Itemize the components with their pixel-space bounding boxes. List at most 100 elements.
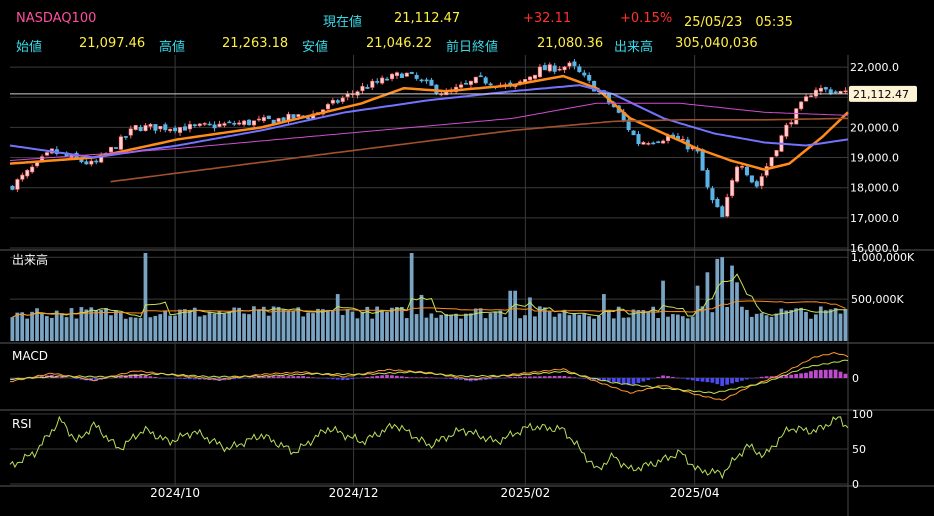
volume-bar xyxy=(207,311,212,341)
candle-body xyxy=(370,80,375,88)
candle-body xyxy=(306,117,311,120)
macd-hist-bar xyxy=(291,376,296,378)
candle-body xyxy=(123,136,128,138)
macd-hist-bar xyxy=(547,376,552,378)
macd-hist-bar xyxy=(252,377,256,378)
volume-bar xyxy=(380,310,384,341)
candle-body xyxy=(44,152,49,156)
volume-bar xyxy=(823,310,828,341)
volume-bar xyxy=(187,310,192,341)
candle-body xyxy=(404,72,409,77)
macd-hist-bar xyxy=(419,377,424,378)
candle-body xyxy=(118,136,123,150)
macd-hist-bar xyxy=(197,378,202,380)
macd-hist-bar xyxy=(360,377,365,379)
macd-hist-bar xyxy=(483,378,488,380)
volume-bar xyxy=(508,290,513,341)
candle-body xyxy=(390,73,395,80)
candle-body xyxy=(15,179,20,190)
macd-hist-bar xyxy=(390,375,394,378)
macd-hist-bar xyxy=(192,378,197,380)
volume-bar xyxy=(59,313,64,341)
macd-hist-bar xyxy=(503,377,508,379)
volume-bar xyxy=(646,311,651,341)
volume-bar xyxy=(518,318,522,341)
candle-body xyxy=(158,126,163,130)
candle-body xyxy=(823,87,828,90)
price-tick-label: 22,000.0 xyxy=(850,61,899,74)
macd-hist-bar xyxy=(271,376,276,378)
macd-hist-bar xyxy=(725,378,729,385)
volume-bar xyxy=(552,316,557,341)
macd-hist-bar xyxy=(493,378,498,379)
candle-body xyxy=(325,104,330,110)
macd-hist-bar xyxy=(636,378,641,383)
macd-hist-bar xyxy=(20,378,25,379)
volume-bar xyxy=(439,314,444,341)
rsi-panel-title: RSI xyxy=(12,417,32,431)
volume-bar xyxy=(513,290,518,341)
high-label: 高値 xyxy=(159,40,186,55)
candle-body xyxy=(109,146,114,153)
candle-body xyxy=(89,160,94,165)
macd-hist-bar xyxy=(823,369,828,378)
macd-hist-bar xyxy=(183,378,187,379)
volume-bar xyxy=(15,312,20,341)
volume-bar xyxy=(30,311,34,341)
macd-hist-bar xyxy=(64,377,69,379)
volume-bar xyxy=(809,318,813,341)
volume-bar xyxy=(528,297,532,341)
open-label: 始値 xyxy=(16,40,43,55)
candle-body xyxy=(720,206,725,218)
low-value: 21,046.22 xyxy=(366,36,433,51)
volume-bar xyxy=(537,306,542,341)
candle-body xyxy=(138,126,143,131)
candle-body xyxy=(636,134,641,145)
macd-hist-bar xyxy=(296,376,301,378)
prev-close-label: 前日終値 xyxy=(446,40,499,55)
volume-bar xyxy=(133,317,138,341)
volume-bar xyxy=(123,318,128,341)
volume-bar xyxy=(311,313,315,341)
candle-body xyxy=(242,120,247,125)
macd-hist-bar xyxy=(345,378,350,380)
macd-hist-bar xyxy=(434,377,439,379)
volume-bar xyxy=(744,309,749,341)
macd-hist-bar xyxy=(528,376,532,378)
macd-hist-bar xyxy=(54,375,59,378)
volume-bar xyxy=(365,306,370,341)
candle-body xyxy=(680,138,685,141)
volume-bar xyxy=(582,313,587,341)
volume-bar xyxy=(271,306,276,341)
candle-body xyxy=(197,123,202,126)
candle-body xyxy=(828,89,833,94)
candle-body xyxy=(488,83,493,86)
candle-body xyxy=(424,79,429,82)
macd-hist-bar xyxy=(769,376,774,378)
macd-hist-bar xyxy=(217,378,222,381)
macd-hist-bar xyxy=(710,378,715,383)
volume-bar xyxy=(444,314,449,341)
candle-body xyxy=(217,123,222,127)
macd-hist-bar xyxy=(424,377,429,378)
candle-body xyxy=(744,166,749,176)
macd-hist-bar xyxy=(651,378,656,379)
macd-hist-bar xyxy=(616,378,621,384)
current-label: 現在値 xyxy=(323,15,363,30)
volume-bar xyxy=(340,314,345,341)
macd-hist-bar xyxy=(404,376,409,378)
macd-hist-bar xyxy=(626,378,631,386)
macd-hist-bar xyxy=(695,378,700,382)
macd-hist-bar xyxy=(661,375,665,378)
macd-hist-bar xyxy=(261,376,266,378)
volume-bar xyxy=(641,310,646,341)
change-value: +32.11 xyxy=(523,11,572,26)
macd-hist-bar xyxy=(813,370,818,378)
candle-body xyxy=(94,160,99,163)
macd-hist-bar xyxy=(138,374,143,378)
moving-average-ma_long xyxy=(9,102,849,161)
candle-body xyxy=(794,108,799,125)
volume-bar xyxy=(557,313,562,341)
macd-hist-bar xyxy=(577,378,582,379)
